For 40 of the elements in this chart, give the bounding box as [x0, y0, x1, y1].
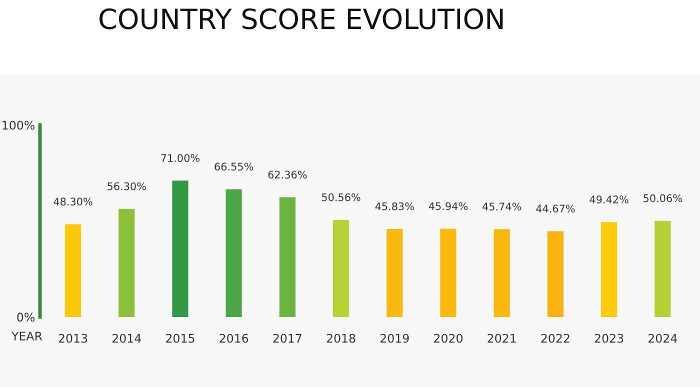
bar — [279, 197, 296, 317]
y-tick-label: 0% — [17, 312, 34, 322]
x-tick-label: 2024 — [648, 334, 678, 343]
data-label: 45.83% — [375, 202, 414, 210]
x-tick-label: 2018 — [326, 334, 356, 343]
bar — [440, 228, 456, 317]
bar — [333, 220, 350, 317]
x-tick-label: 2020 — [434, 334, 462, 343]
bar — [172, 180, 188, 317]
bar — [601, 222, 618, 317]
x-tick-label: 2017 — [273, 334, 302, 343]
data-label: 50.06% — [644, 194, 682, 202]
bar — [494, 229, 510, 317]
data-label: 56.30% — [108, 182, 146, 190]
y-tick-label: 100% — [2, 120, 34, 130]
bar — [64, 224, 82, 317]
data-label: 50.56% — [322, 193, 360, 202]
x-axis-title: YEAR — [12, 332, 42, 340]
x-tick-label: 2013 — [58, 334, 88, 343]
data-label: 66.55% — [214, 162, 254, 171]
bar — [654, 220, 671, 317]
data-label: 44.67% — [536, 204, 575, 213]
data-label: 45.94% — [428, 202, 468, 210]
x-tick-label: 2015 — [166, 334, 194, 343]
data-label: 45.74% — [482, 202, 522, 210]
x-tick-label: 2021 — [488, 334, 516, 343]
x-tick-label: 2014 — [112, 334, 141, 343]
x-tick-label: 2016 — [220, 334, 248, 343]
x-tick-label: 2019 — [380, 334, 409, 343]
bar — [547, 231, 564, 317]
data-label: 71.00% — [161, 154, 200, 162]
bar — [386, 228, 403, 317]
bar — [118, 208, 135, 317]
data-label: 49.42% — [590, 196, 628, 204]
chart-title: COUNTRY SCORE EVOLUTION — [100, 8, 503, 30]
x-tick-label: 2022 — [541, 334, 570, 343]
x-tick-label: 2023 — [594, 334, 624, 343]
data-label: 62.36% — [268, 170, 307, 179]
data-label: 48.30% — [54, 198, 92, 206]
bar — [226, 189, 242, 317]
